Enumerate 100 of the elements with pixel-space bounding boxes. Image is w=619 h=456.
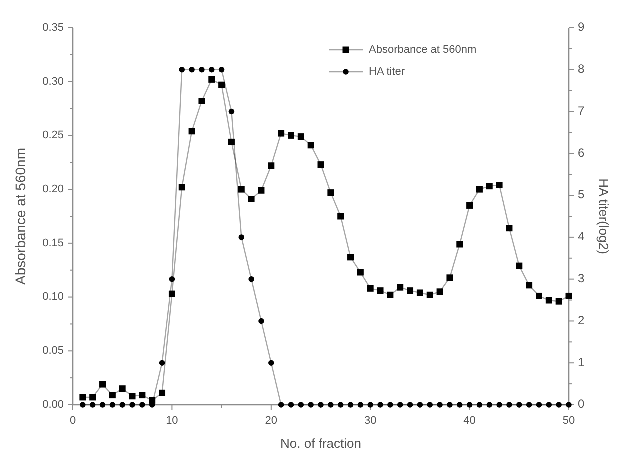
point bbox=[258, 187, 265, 194]
point bbox=[159, 360, 166, 366]
point bbox=[526, 402, 532, 408]
point bbox=[338, 402, 344, 408]
point bbox=[416, 290, 424, 296]
y2-tick-label: 5 bbox=[578, 188, 585, 202]
point bbox=[437, 402, 443, 408]
y2-tick-label: 9 bbox=[578, 20, 585, 34]
point bbox=[318, 402, 324, 408]
point bbox=[397, 284, 404, 291]
point bbox=[496, 182, 503, 189]
point bbox=[110, 402, 116, 408]
point bbox=[546, 402, 552, 408]
point bbox=[407, 402, 414, 408]
point bbox=[268, 162, 275, 170]
point bbox=[178, 184, 186, 191]
legend-label: Absorbance at 560nm bbox=[369, 44, 477, 56]
point bbox=[199, 67, 205, 73]
y2-tick-label: 0 bbox=[578, 397, 585, 412]
point bbox=[140, 402, 146, 408]
point bbox=[208, 76, 216, 83]
point bbox=[238, 186, 245, 193]
point bbox=[436, 288, 444, 296]
point bbox=[218, 82, 226, 88]
point bbox=[198, 98, 206, 104]
y-tick-label: 0.15 bbox=[42, 237, 64, 250]
point bbox=[466, 202, 474, 209]
point bbox=[427, 402, 433, 408]
point bbox=[358, 402, 364, 408]
legend-label: HA titer bbox=[369, 66, 406, 78]
point bbox=[476, 402, 483, 408]
point bbox=[486, 402, 493, 408]
point bbox=[248, 196, 255, 203]
point bbox=[526, 282, 533, 289]
y2-tick-label: 7 bbox=[578, 104, 585, 118]
point bbox=[456, 241, 464, 248]
point bbox=[496, 402, 502, 408]
point bbox=[536, 402, 542, 408]
point bbox=[268, 360, 274, 366]
y2-tick-label: 3 bbox=[578, 272, 585, 286]
y-tick-label: 0.05 bbox=[42, 345, 64, 358]
x-tick-label: 10 bbox=[166, 415, 178, 427]
point bbox=[536, 292, 542, 300]
point bbox=[238, 234, 245, 240]
x-axis-title: No. of fraction bbox=[280, 436, 362, 451]
point bbox=[566, 402, 572, 408]
x-tick-label: 30 bbox=[364, 415, 377, 427]
y-tick-label: 0.20 bbox=[42, 183, 64, 196]
point bbox=[387, 292, 394, 298]
point bbox=[377, 288, 384, 294]
point bbox=[476, 186, 483, 193]
point bbox=[80, 394, 86, 401]
point bbox=[298, 134, 304, 140]
y-axis-title: Absorbance at 560nm bbox=[12, 148, 29, 285]
y2-axis-title: HA titer(log2) bbox=[596, 178, 612, 254]
point bbox=[90, 394, 96, 401]
point bbox=[348, 402, 354, 408]
y2-tick-label: 1 bbox=[578, 355, 585, 370]
point bbox=[189, 67, 195, 73]
point bbox=[407, 288, 414, 294]
point bbox=[130, 402, 136, 408]
point bbox=[308, 142, 314, 149]
y2-tick-label: 8 bbox=[578, 62, 585, 76]
point bbox=[486, 183, 493, 190]
point bbox=[188, 128, 196, 135]
x-tick-label: 40 bbox=[464, 415, 476, 427]
point bbox=[367, 285, 374, 292]
point bbox=[288, 402, 294, 408]
point bbox=[258, 318, 264, 324]
point bbox=[120, 402, 126, 408]
point bbox=[318, 162, 324, 168]
y2-tick-label: 6 bbox=[578, 146, 585, 160]
point bbox=[566, 292, 572, 300]
point bbox=[100, 381, 106, 388]
point bbox=[368, 402, 374, 408]
point bbox=[228, 138, 235, 146]
point bbox=[218, 67, 225, 73]
y-tick-label: 0.35 bbox=[42, 22, 64, 34]
point bbox=[179, 67, 185, 73]
point bbox=[466, 402, 473, 408]
point bbox=[516, 402, 522, 408]
point bbox=[228, 108, 235, 115]
point bbox=[119, 386, 126, 392]
point bbox=[169, 276, 176, 282]
point bbox=[457, 402, 463, 408]
point bbox=[308, 402, 314, 408]
point bbox=[129, 393, 136, 400]
point bbox=[388, 402, 394, 408]
y2-tick-label: 2 bbox=[578, 313, 585, 328]
y-tick-label: 0.30 bbox=[42, 76, 64, 88]
point bbox=[109, 392, 116, 399]
point bbox=[516, 262, 523, 270]
point bbox=[278, 130, 285, 137]
point bbox=[328, 402, 334, 408]
point bbox=[506, 402, 512, 408]
point bbox=[288, 132, 294, 139]
point bbox=[357, 269, 364, 276]
point bbox=[546, 297, 552, 304]
point bbox=[348, 254, 354, 261]
x-tick-label: 0 bbox=[70, 415, 76, 427]
